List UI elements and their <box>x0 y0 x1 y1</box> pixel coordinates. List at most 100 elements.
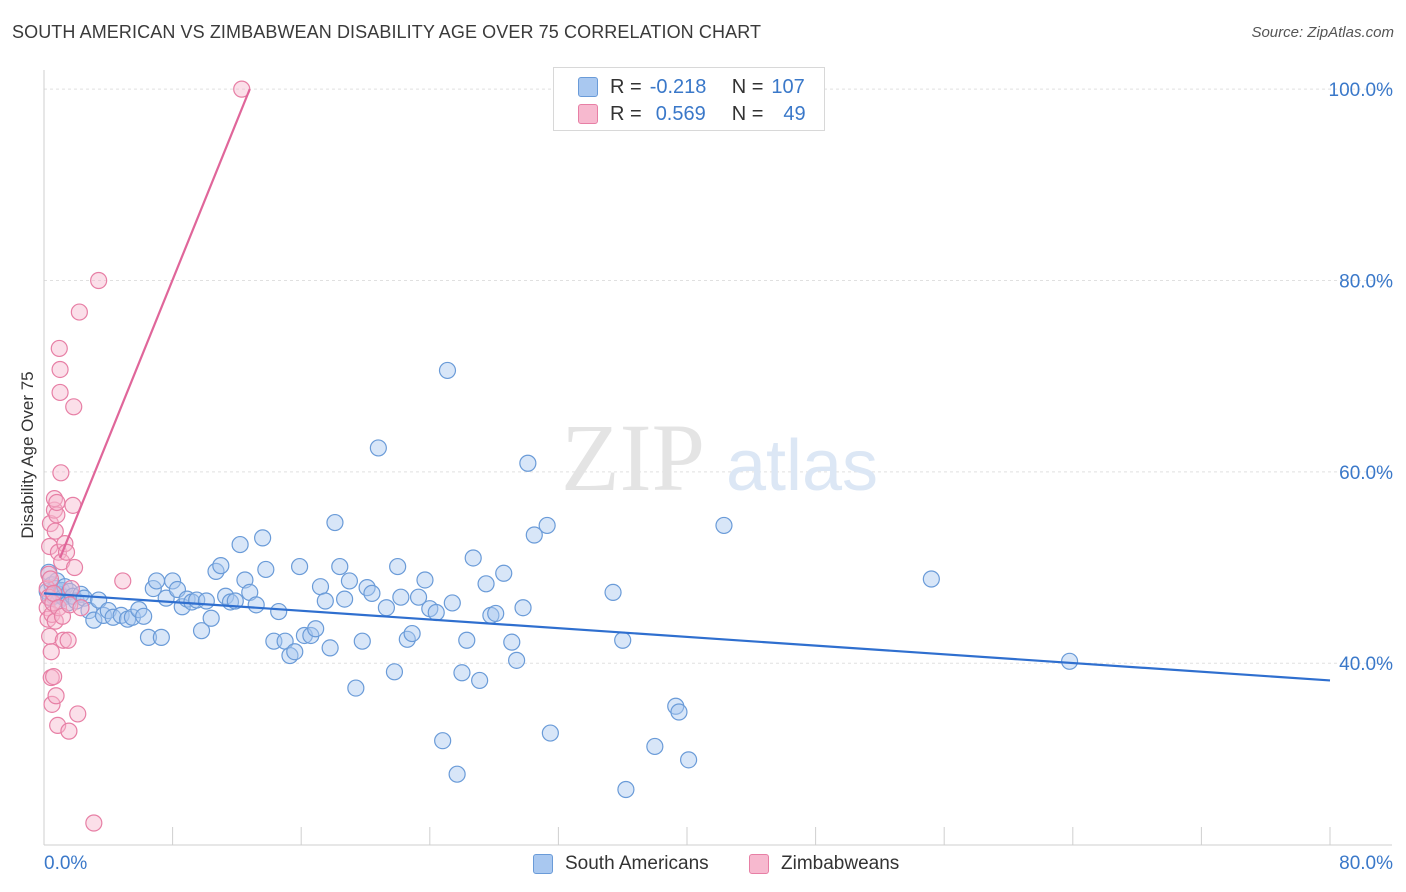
data-point <box>72 599 90 617</box>
data-point <box>290 557 309 576</box>
data-point <box>65 558 84 577</box>
data-point <box>147 572 166 590</box>
data-point <box>48 506 66 524</box>
data-point <box>69 705 87 723</box>
data-point <box>922 570 940 588</box>
data-point <box>541 724 559 742</box>
data-point <box>514 599 532 617</box>
data-point <box>51 383 69 402</box>
data-point <box>59 631 77 649</box>
data-point <box>65 398 83 416</box>
data-point <box>231 535 249 554</box>
data-point <box>353 632 371 650</box>
data-point <box>286 643 304 661</box>
trend-line-south-americans <box>43 592 1331 682</box>
watermark: ZIP atlas <box>561 404 878 511</box>
data-point <box>43 695 61 713</box>
data-point <box>254 529 272 547</box>
data-point <box>316 592 334 610</box>
data-point <box>508 651 526 669</box>
data-point <box>139 628 158 646</box>
data-point <box>670 703 688 721</box>
data-point <box>164 572 182 590</box>
data-point <box>90 271 108 290</box>
data-point <box>70 303 88 321</box>
series-swatch-blue <box>533 854 553 874</box>
data-point <box>257 560 275 579</box>
data-point <box>45 668 63 686</box>
legend-swatch-blue <box>578 77 598 97</box>
data-point <box>48 493 66 512</box>
data-point <box>192 622 211 640</box>
data-point <box>448 765 466 783</box>
series-label: Zimbabweans <box>781 853 900 874</box>
data-point <box>604 583 622 602</box>
data-point <box>385 663 404 681</box>
data-point <box>487 604 505 623</box>
series-swatch-pink <box>749 854 769 874</box>
data-point <box>427 603 445 622</box>
data-point <box>389 557 407 576</box>
series-south-americans <box>38 361 1079 799</box>
y-tick-label: 60.0% <box>1339 463 1393 484</box>
data-point <box>50 339 68 358</box>
data-point <box>458 631 476 649</box>
data-point <box>646 737 664 756</box>
data-point <box>477 575 495 593</box>
x-tick-label: 80.0% <box>1339 853 1393 874</box>
data-point <box>443 594 461 612</box>
data-point <box>247 596 265 614</box>
legend-n-value: 49 <box>783 102 806 125</box>
data-point <box>49 599 68 617</box>
data-point <box>680 751 698 769</box>
data-point <box>197 592 215 610</box>
data-point <box>114 572 132 590</box>
data-point <box>538 516 556 535</box>
data-point <box>416 571 434 589</box>
data-point <box>85 611 103 629</box>
grid-lines <box>44 88 1392 664</box>
data-point <box>519 454 537 472</box>
data-point <box>270 602 288 621</box>
y-tick-label: 100.0% <box>1329 80 1394 101</box>
x-tick-label: 0.0% <box>44 853 87 874</box>
data-point <box>307 620 325 638</box>
legend-n-label: N = <box>731 102 764 125</box>
data-point <box>51 360 69 379</box>
data-point <box>347 679 365 697</box>
data-point <box>369 439 387 457</box>
data-point <box>438 361 457 380</box>
legend-r-value: -0.218 <box>649 75 707 98</box>
data-point <box>321 639 339 657</box>
data-point <box>409 588 428 606</box>
data-point <box>135 607 153 625</box>
data-point <box>41 570 60 588</box>
data-point <box>503 633 521 651</box>
series-zimbabweans <box>38 80 251 832</box>
series-legend-zimbabweans: Zimbabweans <box>749 852 899 876</box>
data-point <box>525 526 543 544</box>
series-legend-south-americans: South Americans <box>533 852 709 876</box>
trend-line-zimbabweans <box>59 88 251 559</box>
series-label: South Americans <box>565 853 709 874</box>
data-point <box>464 549 482 567</box>
data-point <box>617 780 635 799</box>
data-point <box>495 564 513 582</box>
data-point <box>326 513 344 532</box>
data-point <box>47 687 65 705</box>
data-points <box>38 80 1079 832</box>
axes <box>43 70 1392 846</box>
legend-r-value: 0.569 <box>655 102 706 125</box>
data-point <box>52 464 70 482</box>
data-point <box>403 624 421 643</box>
y-tick-label: 40.0% <box>1339 654 1393 675</box>
watermark-atlas: atlas <box>726 426 878 506</box>
data-point <box>715 516 733 535</box>
axis-labels: 40.0% 60.0% 80.0% 100.0% 0.0% 80.0% Disability… <box>18 80 1393 874</box>
data-point <box>311 578 330 596</box>
data-point <box>392 588 410 606</box>
legend-n-label: N = <box>731 75 764 98</box>
data-point <box>1060 652 1079 670</box>
data-point <box>152 628 170 646</box>
